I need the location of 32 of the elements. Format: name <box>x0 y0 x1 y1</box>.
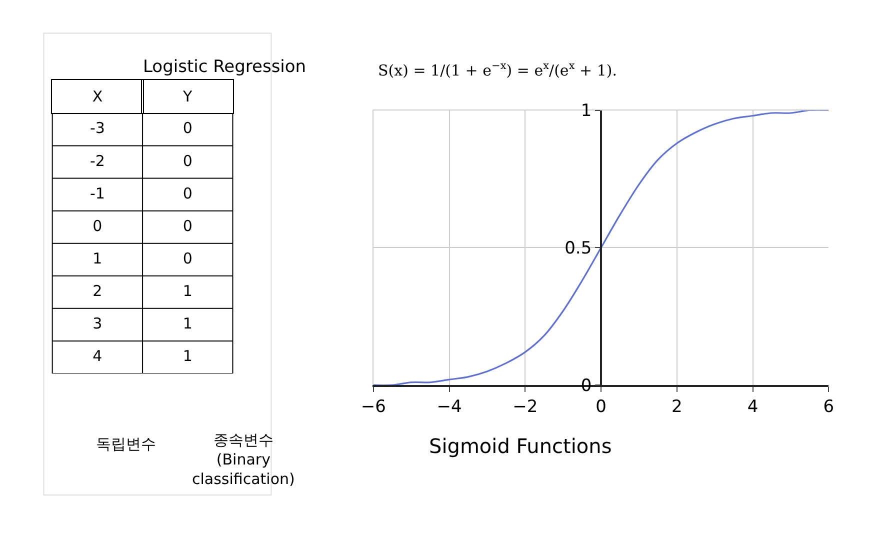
x-tick-label: −4 <box>436 397 462 418</box>
x-tick-label: −2 <box>512 397 538 418</box>
data-label: 2 <box>92 282 102 300</box>
x-tick-label: 4 <box>747 397 758 418</box>
data-label: 4 <box>92 346 102 365</box>
data-label: 0 <box>182 152 192 170</box>
data-label: 0 <box>92 216 102 235</box>
data-label: 1 <box>182 314 192 332</box>
data-label: -2 <box>90 152 105 170</box>
chart-title: Logistic Regression <box>143 57 306 77</box>
y-tick-label: 1 <box>580 101 592 122</box>
data-label: 1 <box>92 249 102 268</box>
data-label: 0 <box>182 184 192 202</box>
data-label: -1 <box>90 184 105 202</box>
data-label: 1 <box>182 282 192 300</box>
data-label: 0 <box>182 249 192 268</box>
text: 독립변수 <box>96 435 156 453</box>
data-label: 1 <box>182 346 192 365</box>
data-label: -3 <box>90 119 105 138</box>
data-label: 3 <box>92 314 102 332</box>
x-tick-label: Y <box>182 87 194 106</box>
data-label: 0 <box>182 119 192 138</box>
x-tick-label: −6 <box>360 397 386 418</box>
y-tick-label: 0.5 <box>564 238 592 259</box>
text: 종속변수 (Binary classification) <box>192 431 295 488</box>
x-tick-label: 6 <box>823 397 834 418</box>
chart-subtitle: S(x) = 1/(1 + e$^{−x}$) = e$^{x}$/(e$^{x}$ + 1). <box>378 60 618 80</box>
x-tick-label: 0 <box>596 397 606 418</box>
x-tick-label: 2 <box>672 397 682 418</box>
data-label: 0 <box>182 216 192 235</box>
text: Sigmoid Functions <box>429 434 612 458</box>
x-tick-label: X <box>92 87 103 106</box>
